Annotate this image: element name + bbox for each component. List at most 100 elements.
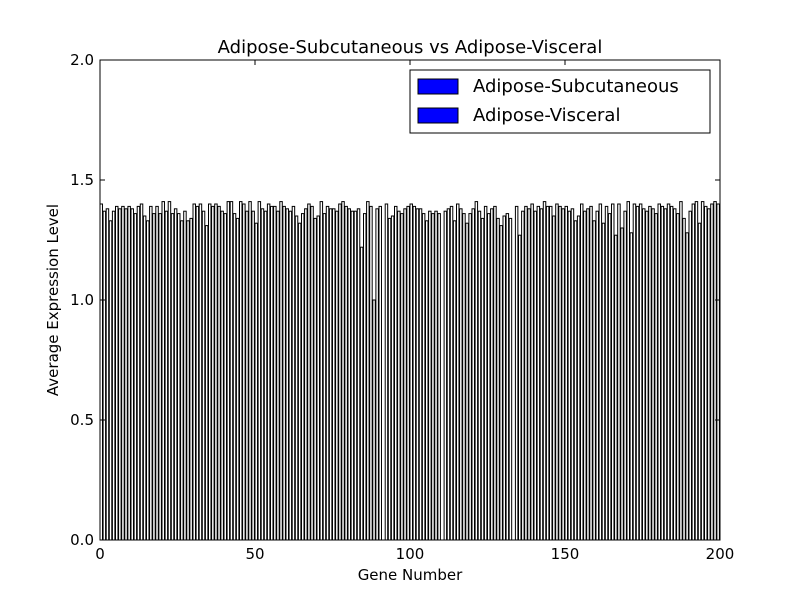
y-tick-label: 1.5 <box>70 171 94 189</box>
bar <box>304 208 308 541</box>
bar <box>226 201 231 541</box>
bar <box>490 208 494 541</box>
bar <box>105 208 110 541</box>
bar <box>335 210 339 541</box>
bar <box>347 208 351 541</box>
x-tick-label: 0 <box>95 545 105 563</box>
x-axis-label: Gene Number <box>358 566 463 584</box>
bar <box>611 203 615 541</box>
bar <box>149 205 153 541</box>
bar <box>505 213 510 541</box>
bar <box>167 201 172 541</box>
bar <box>359 246 364 541</box>
bar <box>180 220 184 541</box>
bar <box>676 213 680 541</box>
bar <box>189 217 193 541</box>
bar <box>121 205 125 541</box>
bars-group <box>99 201 720 541</box>
bar <box>273 205 277 541</box>
plot-frame <box>99 59 721 541</box>
bar <box>573 220 578 541</box>
bar <box>431 213 435 541</box>
bar <box>232 213 237 541</box>
bar <box>313 217 317 541</box>
bar <box>111 210 116 541</box>
bar <box>514 205 519 541</box>
bar <box>589 205 593 541</box>
bar <box>564 205 568 541</box>
bar <box>669 205 674 541</box>
bar <box>102 210 107 541</box>
x-tick-label: 200 <box>706 545 735 563</box>
bar <box>201 210 206 541</box>
bar <box>288 210 293 541</box>
legend-box <box>409 69 711 134</box>
bar <box>279 201 283 541</box>
bar <box>229 201 234 541</box>
bar <box>177 213 181 541</box>
y-axis-label: Average Expression Level <box>44 204 62 396</box>
bar <box>406 205 410 541</box>
bar <box>685 232 689 541</box>
bar <box>586 208 590 541</box>
bar <box>700 201 705 541</box>
bar <box>552 215 556 541</box>
bar <box>350 210 355 541</box>
bar <box>235 217 240 541</box>
bar <box>297 222 302 541</box>
bar <box>707 208 711 541</box>
bar <box>223 213 227 541</box>
bar <box>208 203 212 541</box>
bar <box>508 217 513 541</box>
bar <box>124 208 128 541</box>
bar <box>443 210 448 541</box>
bar <box>545 205 550 541</box>
bar <box>146 220 150 541</box>
bar <box>192 203 196 541</box>
bar <box>118 208 122 541</box>
bar <box>502 215 506 541</box>
chart-title: Adipose-Subcutaneous vs Adipose-Visceral <box>218 37 603 58</box>
bar <box>363 213 367 541</box>
bar <box>136 205 141 541</box>
bar <box>679 201 683 541</box>
bar <box>493 205 497 541</box>
bar <box>161 201 165 541</box>
bar <box>576 215 581 541</box>
bar <box>542 201 547 541</box>
bar <box>276 210 280 541</box>
bar <box>558 205 562 541</box>
bar <box>530 203 534 541</box>
bar <box>270 205 274 541</box>
bar <box>291 205 296 541</box>
legend-label-visceral: Adipose-Visceral <box>473 105 620 126</box>
bar <box>567 210 572 541</box>
bar <box>282 205 286 541</box>
bar <box>409 203 413 541</box>
bar <box>673 208 677 541</box>
bar <box>626 201 630 541</box>
bar <box>620 227 624 541</box>
bar <box>220 210 224 541</box>
bar <box>266 203 271 541</box>
bar <box>459 208 463 541</box>
bar <box>480 217 485 541</box>
bar <box>666 203 671 541</box>
bar <box>387 217 392 541</box>
bar <box>133 213 138 541</box>
bar <box>328 208 333 541</box>
bar <box>372 299 376 541</box>
bar <box>217 205 221 541</box>
legend-swatch-visceral <box>417 107 459 124</box>
bar <box>366 201 370 541</box>
bar <box>456 203 460 541</box>
bar <box>452 220 457 541</box>
bar <box>155 205 159 541</box>
bar <box>257 201 262 541</box>
bar <box>158 213 162 541</box>
bar <box>617 203 621 541</box>
bar <box>390 215 395 541</box>
legend-swatch-subcutaneous <box>417 78 459 95</box>
bar <box>378 205 382 541</box>
bar <box>694 201 699 541</box>
